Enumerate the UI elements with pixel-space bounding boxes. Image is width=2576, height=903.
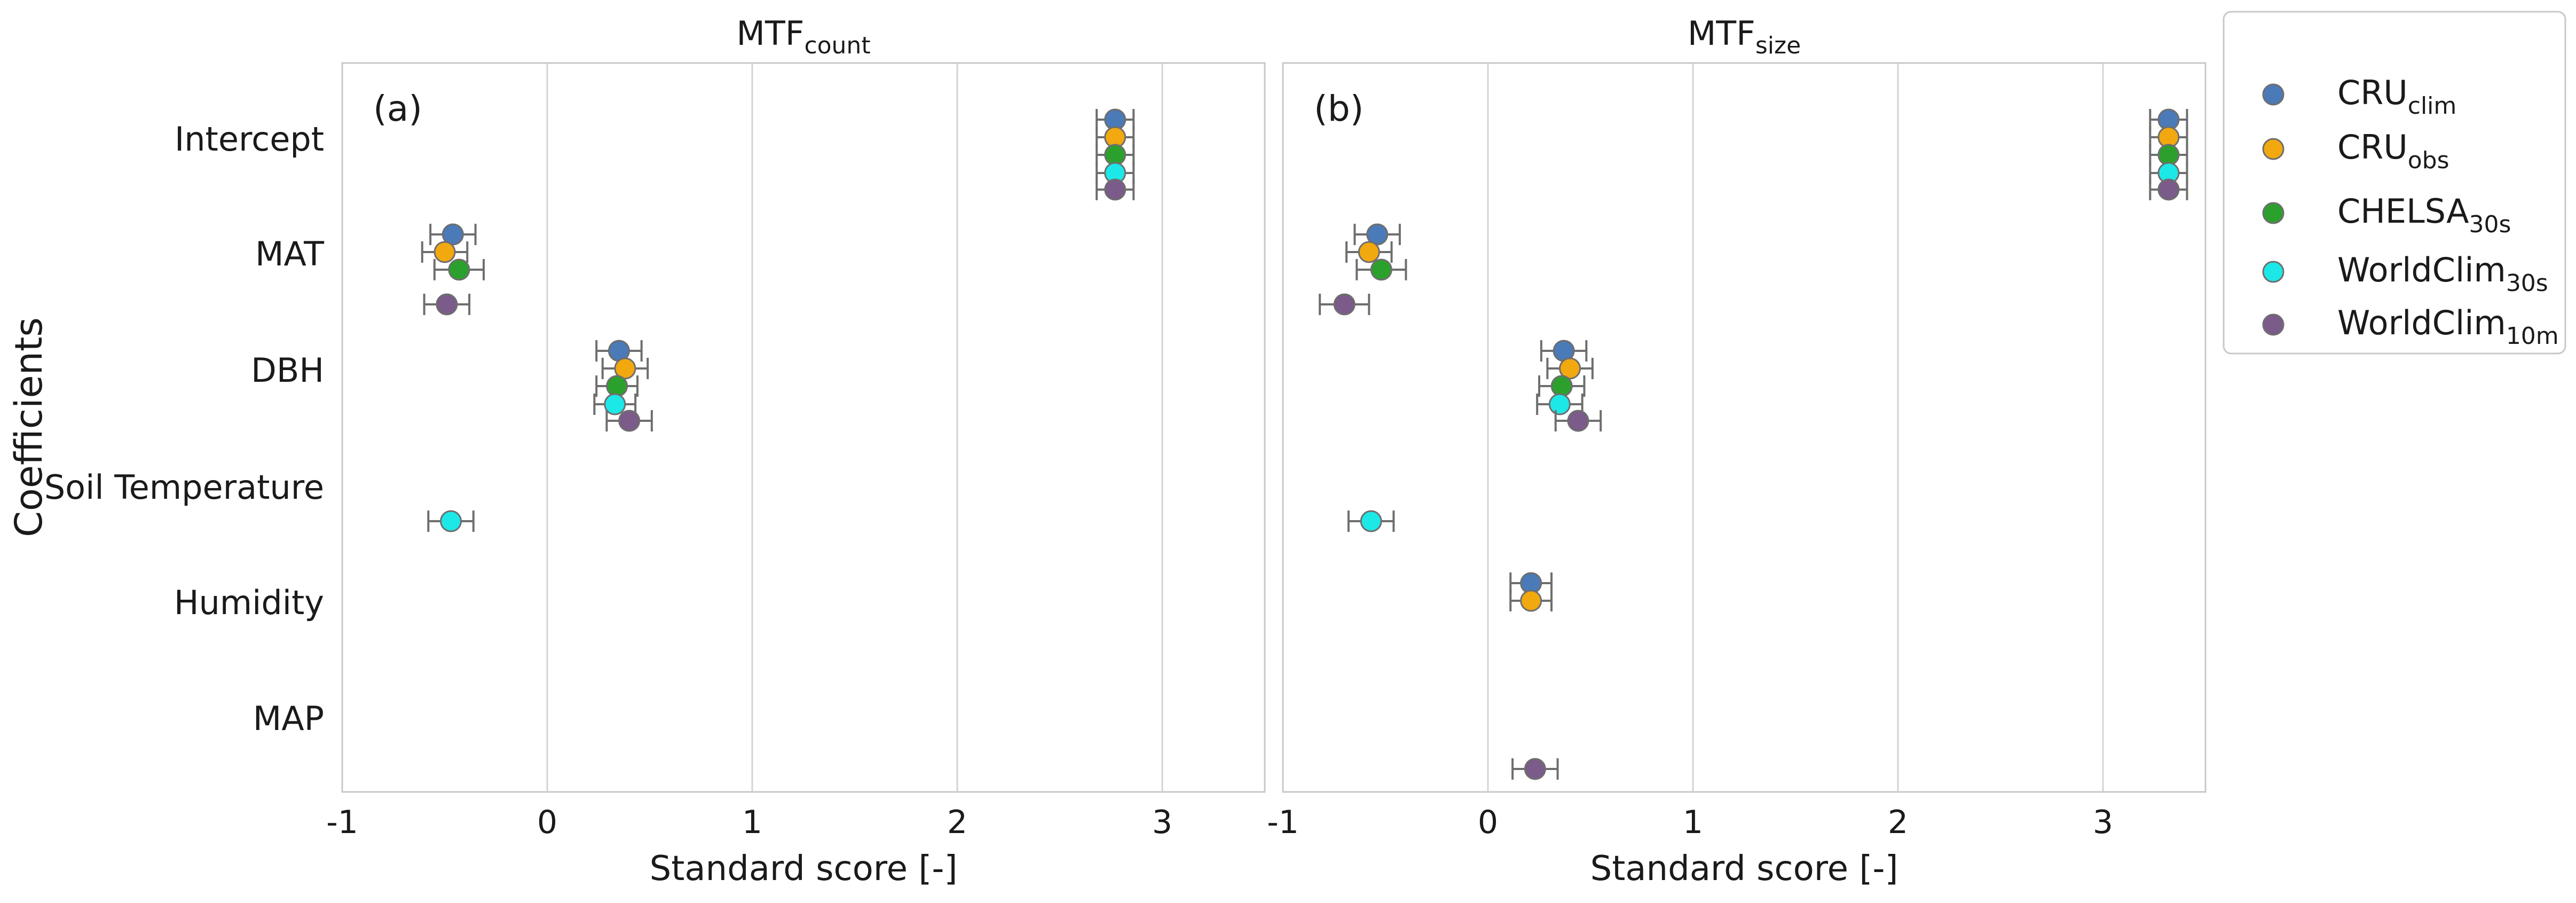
point-intercept-wc10 <box>1096 178 1135 201</box>
x-tick-label: 0 <box>537 804 557 841</box>
legend-marker <box>2262 202 2284 224</box>
data-point <box>1104 144 1126 166</box>
legend-entry-wc30: WorldClim30s <box>2262 250 2548 297</box>
legend-marker <box>2262 83 2284 106</box>
x-tick-label: 0 <box>1478 804 1498 841</box>
legend-label: CRUclim <box>2337 73 2456 120</box>
data-point <box>1550 375 1573 397</box>
legend-label: CRUobs <box>2337 128 2449 174</box>
point-soil-temperature-wc30 <box>427 510 475 532</box>
point-dbh-cru_obs <box>1546 357 1594 380</box>
point-mat-chelsa <box>1356 258 1407 281</box>
y-tick-label: Intercept <box>175 120 324 159</box>
point-mat-wc10 <box>423 293 471 316</box>
data-point <box>448 258 470 281</box>
point-map-wc10 <box>1511 758 1559 780</box>
point-dbh-wc30 <box>593 393 637 415</box>
legend-marker <box>2262 261 2284 283</box>
plot-frame <box>341 62 1266 793</box>
data-point <box>1520 590 1542 612</box>
data-point <box>2157 178 2180 201</box>
legend-marker <box>2262 138 2284 160</box>
data-point <box>440 510 462 532</box>
point-mat-cru_obs <box>1345 241 1393 263</box>
x-tick-label: -1 <box>326 804 358 841</box>
panel-label: (b) <box>1314 88 1364 129</box>
point-mat-wc10 <box>1319 293 1370 316</box>
legend-label: WorldClim10m <box>2337 303 2559 350</box>
x-tick-label: -1 <box>1267 804 1299 841</box>
data-point <box>614 357 636 380</box>
data-point <box>604 393 626 415</box>
plot-frame <box>1282 62 2207 793</box>
panel-title: MTFcount <box>736 14 870 59</box>
data-point <box>1524 758 1546 780</box>
point-mat-cru_clim <box>429 223 477 246</box>
x-tick-label: 1 <box>742 804 762 841</box>
data-point <box>606 375 628 397</box>
data-point <box>442 223 464 246</box>
x-axis-label: Standard score [-] <box>650 849 958 889</box>
legend: CRUclim CRUobs CHELSA30s WorldClim30s WorldC… <box>2223 11 2566 355</box>
y-tick-label: Soil Temperature <box>44 468 324 507</box>
legend-entry-cru_obs: CRUobs <box>2262 128 2449 174</box>
y-axis-label: Coefficients <box>7 317 51 537</box>
point-humidity-cru_obs <box>1509 590 1553 612</box>
point-intercept-chelsa <box>2149 144 2188 166</box>
data-point <box>2157 144 2180 166</box>
y-tick-label: DBH <box>251 351 324 390</box>
x-tick-label: 1 <box>1683 804 1703 841</box>
data-point <box>1559 357 1581 380</box>
x-tick-label: 3 <box>1152 804 1172 841</box>
panel-title: MTFsize <box>1688 14 1801 59</box>
legend-entry-chelsa: CHELSA30s <box>2262 192 2511 238</box>
data-point <box>1370 258 1392 281</box>
point-dbh-wc10 <box>1554 410 1602 432</box>
point-mat-cru_clim <box>1353 223 1401 246</box>
point-dbh-cru_clim <box>1540 340 1588 362</box>
data-point <box>1360 510 1382 532</box>
data-point <box>1333 293 1356 316</box>
x-tick-label: 2 <box>1888 804 1908 841</box>
data-point <box>1104 178 1126 201</box>
x-tick-label: 3 <box>2093 804 2113 841</box>
point-soil-temperature-wc30 <box>1347 510 1395 532</box>
data-point <box>436 293 458 316</box>
legend-frame <box>2223 11 2566 355</box>
data-point <box>1548 393 1571 415</box>
point-dbh-cru_obs <box>601 357 649 380</box>
legend-marker <box>2262 313 2284 336</box>
y-tick-label: MAP <box>253 699 324 738</box>
legend-entry-wc10: WorldClim10m <box>2262 303 2559 350</box>
point-mat-chelsa <box>433 258 485 281</box>
data-point <box>1366 223 1389 246</box>
x-axis-label: Standard score [-] <box>1590 849 1898 889</box>
point-mat-cru_obs <box>421 241 469 263</box>
panel-label: (a) <box>373 88 422 129</box>
data-point <box>434 241 456 263</box>
data-point <box>1358 241 1380 263</box>
x-tick-label: 2 <box>947 804 967 841</box>
panel-b: -1 0 1 2 3 Standard score [-] MTFsize (b) <box>1267 14 2207 889</box>
point-dbh-wc10 <box>605 410 653 432</box>
y-tick-label: Humidity <box>174 583 324 622</box>
y-tick-label: MAT <box>255 234 325 273</box>
legend-label: CHELSA30s <box>2337 192 2511 238</box>
legend-label: WorldClim30s <box>2337 250 2548 297</box>
legend-entry-cru_clim: CRUclim <box>2262 73 2456 120</box>
data-point <box>1567 410 1589 432</box>
panel-a: -1 0 1 2 3 Standard score [-] MTFcount (a) <box>326 14 1266 889</box>
point-dbh-chelsa <box>1538 375 1586 397</box>
data-point <box>618 410 641 432</box>
point-intercept-cru_clim <box>1096 108 1135 131</box>
point-intercept-wc10 <box>2149 178 2188 201</box>
